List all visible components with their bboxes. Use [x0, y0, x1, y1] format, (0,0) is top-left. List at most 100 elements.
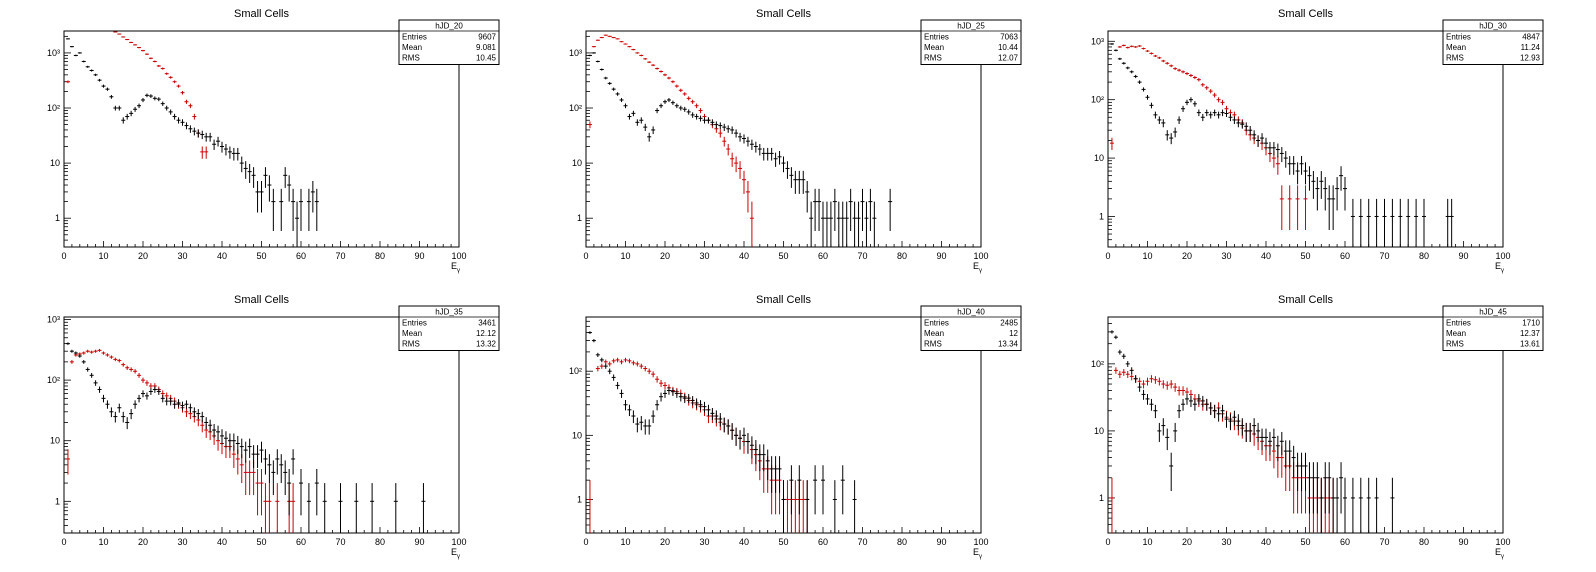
data-point	[148, 57, 153, 60]
data-point	[208, 132, 213, 142]
data-point	[81, 351, 86, 355]
data-point	[271, 460, 276, 496]
x-tick-label: 70	[857, 537, 867, 547]
data-point	[714, 121, 719, 129]
data-point	[663, 73, 667, 77]
stats-value: 11.24	[1521, 43, 1541, 52]
data-point	[141, 98, 145, 103]
data-point	[690, 396, 695, 406]
data-point	[148, 94, 153, 98]
y-tick-label: 10³	[569, 48, 582, 58]
stats-label: Entries	[402, 319, 427, 328]
data-point	[710, 407, 715, 421]
data-point	[1374, 198, 1379, 247]
data-point	[1204, 85, 1209, 90]
data-point	[148, 383, 153, 390]
data-point	[678, 392, 683, 402]
data-point	[1271, 141, 1276, 156]
data-point	[1323, 462, 1328, 514]
x-tick-label: 70	[857, 251, 867, 261]
data-point	[322, 483, 327, 533]
x-tick-label: 30	[699, 251, 709, 261]
stats-box: hJD_20 Entries 9607 Mean 9.081 RMS 10.45	[398, 19, 500, 65]
x-tick-label: 0	[1105, 537, 1110, 547]
data-point	[263, 167, 268, 188]
data-point	[627, 404, 632, 417]
stats-box: hJD_25 Entries 7063 Mean 10.44 RMS 12.07	[920, 19, 1022, 65]
data-point	[200, 130, 205, 140]
data-point	[694, 103, 699, 109]
data-point	[1264, 428, 1268, 451]
x-tick-label: 10	[98, 537, 108, 547]
data-point	[745, 433, 750, 454]
x-tick-label: 40	[739, 251, 749, 261]
data-point	[421, 483, 426, 533]
x-tick-label: 30	[177, 537, 187, 547]
data-point	[196, 409, 201, 420]
x-tick-label: 0	[583, 251, 588, 261]
x-tick-label: 0	[1105, 251, 1110, 261]
data-point	[698, 115, 703, 122]
data-point	[1220, 109, 1225, 117]
data-point	[1177, 68, 1182, 72]
stats-label: Mean	[1446, 329, 1466, 338]
data-point	[1267, 431, 1272, 456]
data-point	[188, 125, 193, 133]
x-tick-label: 90	[1458, 251, 1468, 261]
data-point	[647, 368, 652, 375]
data-point	[314, 468, 319, 516]
data-point	[1303, 162, 1308, 185]
data-point	[306, 483, 311, 533]
data-point	[1248, 422, 1253, 442]
data-point	[587, 54, 592, 57]
data-point	[1196, 78, 1201, 82]
y-tick-label: 10	[50, 158, 60, 168]
data-point	[1343, 177, 1347, 211]
data-point	[97, 386, 102, 393]
data-point	[722, 136, 727, 147]
data-point	[603, 363, 608, 369]
data-point	[310, 181, 315, 213]
data-point	[1228, 113, 1233, 122]
stats-label: RMS	[1446, 54, 1464, 63]
stats-value: 2485	[1000, 319, 1018, 328]
stats-label: Mean	[924, 329, 944, 338]
data-point	[1153, 54, 1158, 58]
stats-value: 13.32	[476, 340, 497, 349]
data-point	[686, 109, 691, 115]
x-axis-label: Eγ	[973, 547, 982, 560]
data-point	[109, 94, 114, 99]
data-point	[1240, 120, 1245, 129]
data-point	[698, 400, 703, 411]
stats-box: hJD_40 Entries 2485 Mean 12 RMS 13.34	[920, 305, 1022, 351]
data-point	[1422, 198, 1426, 247]
data-point	[1303, 185, 1308, 231]
data-point	[1200, 113, 1205, 122]
data-point	[184, 122, 189, 130]
x-tick-label: 30	[1221, 251, 1231, 261]
data-point	[255, 445, 260, 468]
data-point	[164, 72, 169, 75]
data-point	[251, 445, 256, 468]
data-point	[295, 201, 300, 247]
x-tick-label: 100	[1495, 251, 1510, 261]
histogram-panel: Small Cells 0 10 20 30 40 50 60 70 80 90 100 Eγ 1 10 10…	[522, 286, 1042, 572]
data-point	[647, 61, 652, 64]
data-point	[619, 98, 624, 103]
data-point	[623, 103, 628, 109]
data-point	[686, 393, 691, 404]
data-point	[220, 141, 224, 153]
data-point	[1113, 335, 1118, 340]
x-tick-label: 50	[778, 537, 788, 547]
x-tick-label: 90	[414, 537, 424, 547]
data-point	[603, 76, 608, 80]
data-point	[137, 103, 142, 109]
data-point	[125, 38, 130, 41]
data-point	[1141, 389, 1146, 400]
data-point	[77, 354, 82, 358]
data-point	[1181, 70, 1186, 74]
y-tick-label: 10	[50, 436, 60, 446]
data-point	[1208, 111, 1213, 119]
data-point	[718, 129, 723, 138]
x-tick-label: 90	[1458, 537, 1468, 547]
